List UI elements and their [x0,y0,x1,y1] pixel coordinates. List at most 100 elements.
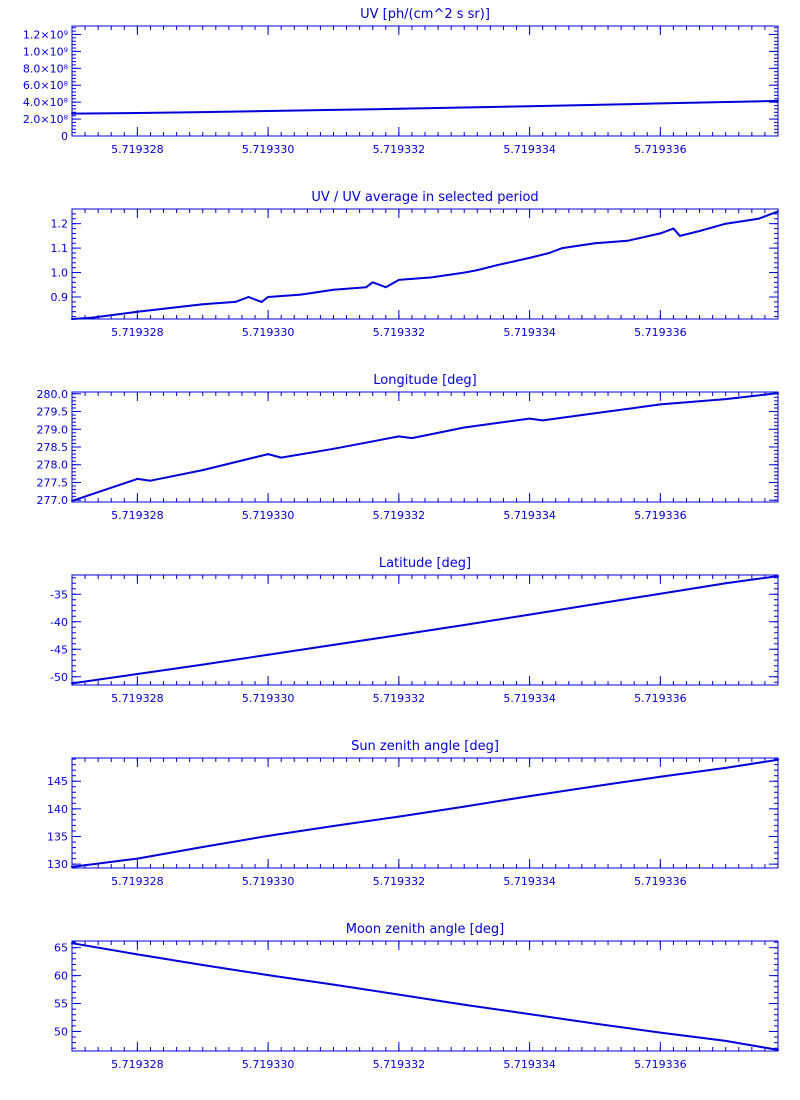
data-point [280,456,283,459]
x-tick-label: 5.719334 [503,326,556,339]
data-point [136,953,139,956]
x-tick-label: 5.719332 [373,326,426,339]
data-point [593,412,596,415]
data-point [463,624,466,627]
x-tick-label: 5.719336 [634,509,687,522]
data-point [659,403,662,406]
data-point [371,281,374,284]
y-tick-label: 130 [47,858,68,871]
data-point [169,307,172,309]
data-point [332,983,335,986]
y-tick-label: 277.5 [37,476,69,489]
data-point [201,845,204,848]
data-point [659,1031,662,1034]
data-point [659,232,662,235]
plot-frame [71,391,779,503]
data-point [136,310,139,313]
y-tick-label: -45 [50,643,68,656]
series-line [71,575,779,685]
data-point [430,276,433,279]
x-tick-label: 5.719334 [503,1058,556,1071]
y-tick-label: 60 [54,970,68,983]
y-tick-label: 2.0×10⁸ [23,113,69,126]
y-tick-label: 135 [47,830,68,843]
data-point [410,437,413,440]
data-point [299,293,302,296]
y-tick-label: 279.5 [37,406,69,419]
x-tick-label: 5.719328 [111,509,164,522]
y-tick-label: 50 [54,1025,68,1038]
x-tick-label: 5.719332 [373,509,426,522]
x-tick-label: 5.719336 [634,143,687,156]
data-point [528,795,531,798]
panel-1: UV [ph/(cm^2 s sr)] 5.719328 5.719330 5.719… [23,7,779,156]
data-point [777,210,779,213]
panel-title: Longitude [deg] [373,373,476,388]
panel-title: Sun zenith angle [deg] [351,739,499,754]
data-point [365,286,368,289]
x-tick-label: 5.719330 [242,509,295,522]
data-point [136,673,139,675]
panel-3: Longitude [deg] 5.719328 5.719330 5.719332 5… [37,373,779,522]
panel-5: Sun zenith angle [deg] 5.719328 5.719330 5.… [47,739,779,888]
data-point [397,107,400,110]
y-tick-label: 0.9 [51,291,69,304]
data-point [724,582,727,585]
data-point [332,288,335,291]
panel-title: Moon zenith angle [deg] [346,922,504,937]
data-point [332,824,335,827]
data-point [724,398,727,401]
series-line [71,392,779,502]
data-point [267,974,270,977]
y-tick-label: 145 [47,775,68,788]
data-point [659,775,662,778]
data-point [593,603,596,606]
data-point [267,834,270,837]
data-point [332,447,335,450]
data-point [777,575,779,578]
x-tick-label: 5.719334 [503,143,556,156]
x-tick-label: 5.719336 [634,875,687,888]
data-point [678,234,681,237]
data-point [463,426,466,429]
data-point [495,264,498,267]
y-tick-label: 1.2×10⁹ [23,28,68,41]
data-point [463,106,466,109]
data-point [267,653,270,656]
data-point [777,758,779,761]
data-point [260,300,263,303]
y-tick-label: 278.5 [37,441,69,454]
y-tick-label: 140 [47,803,68,816]
x-tick-label: 5.719332 [373,875,426,888]
data-point [541,419,544,422]
data-point [267,296,270,298]
x-tick-label: 5.719334 [503,875,556,888]
data-point [71,942,73,945]
data-point [672,227,675,230]
panel-4: Latitude [deg] 5.719328 5.719330 5.719332 5.… [50,556,779,705]
x-tick-label: 5.719336 [634,326,687,339]
series-line [71,99,779,115]
data-point [384,286,387,289]
data-point [136,111,139,114]
series-line [71,758,779,868]
data-point [777,392,779,395]
data-point [397,815,400,818]
data-point [397,633,400,636]
panel-title: UV / UV average in selected period [311,190,538,205]
x-tick-label: 5.719328 [111,326,164,339]
x-tick-label: 5.719330 [242,1058,295,1071]
y-tick-label: 280.0 [37,388,69,401]
data-point [528,1013,531,1016]
x-tick-label: 5.719328 [111,692,164,705]
data-point [561,247,564,250]
plot-frame [71,208,779,320]
data-point [90,316,93,319]
data-point [136,857,139,860]
data-point [548,252,551,254]
data-point [201,964,204,967]
x-tick-label: 5.719328 [111,875,164,888]
x-tick-label: 5.719330 [242,143,295,156]
data-point [201,303,204,306]
data-point [267,110,270,113]
